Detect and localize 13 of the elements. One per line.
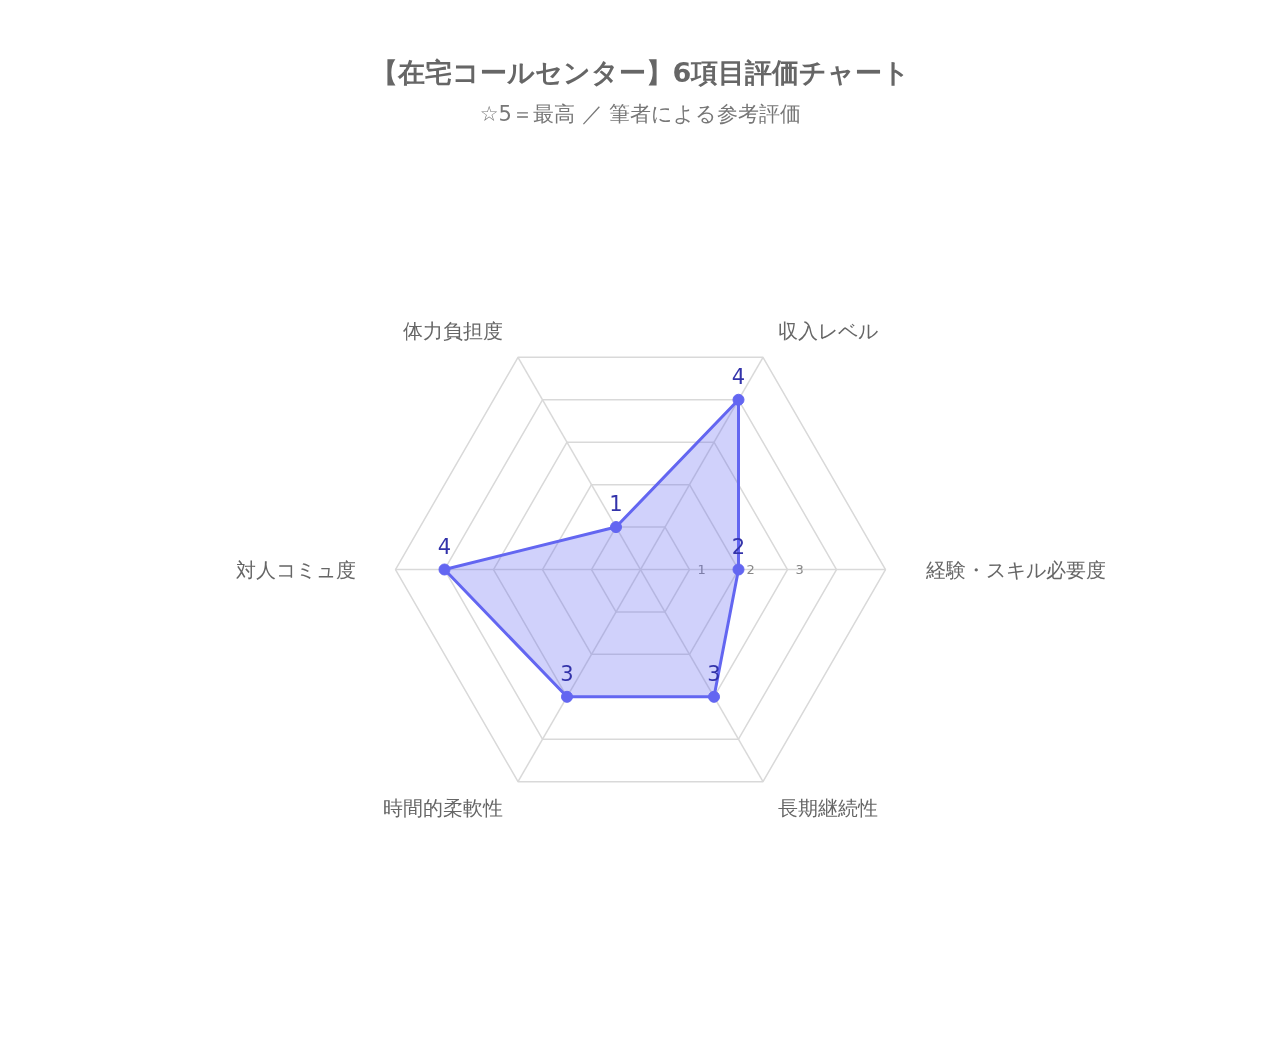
data-label: 1 xyxy=(609,492,623,517)
data-label: 3 xyxy=(560,661,574,686)
spoke-label: 対人コミュ度 xyxy=(235,557,356,582)
spoke-label: 収入レベル xyxy=(778,319,878,344)
spoke-label: 経験・スキル必要度 xyxy=(924,557,1106,582)
chart-title: 【在宅コールセンター】6項目評価チャート xyxy=(370,57,911,88)
spoke-label: 体力負担度 xyxy=(403,319,503,344)
data-label: 2 xyxy=(746,562,755,577)
data-label: 4 xyxy=(731,364,746,389)
data-label: 4 xyxy=(437,534,452,559)
spoke-label: 時間的柔軟性 xyxy=(383,795,503,820)
spoke-label: 長期継続性 xyxy=(778,795,878,820)
chart-subtitle: ☆5＝最高 ／ 筆者による参考評価 xyxy=(479,101,802,126)
